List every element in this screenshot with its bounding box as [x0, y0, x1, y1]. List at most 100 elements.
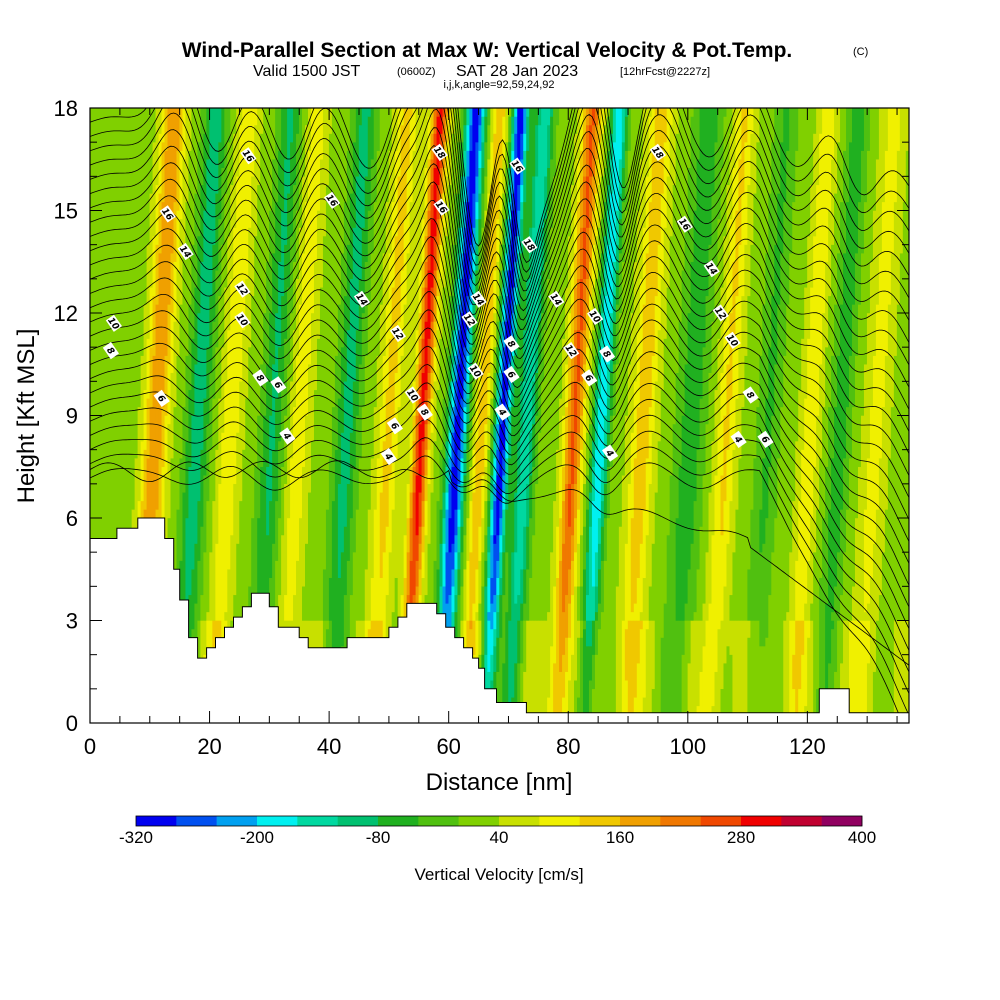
velocity-cell [197, 500, 201, 561]
colorbar-tick-label: 400 [848, 828, 876, 847]
velocity-cell [618, 218, 623, 254]
velocity-cell [373, 201, 378, 408]
velocity-cell [394, 108, 399, 151]
velocity-cell [284, 415, 288, 485]
velocity-cell [448, 517, 452, 553]
velocity-cell [281, 295, 285, 391]
velocity-cell [161, 141, 165, 203]
velocity-cell [857, 620, 862, 723]
velocity-cell [457, 193, 461, 228]
velocity-cell [831, 458, 835, 613]
velocity-cell [475, 176, 479, 203]
velocity-cell [905, 108, 909, 151]
velocity-cell [448, 184, 452, 297]
velocity-cell [493, 423, 497, 442]
velocity-cell [313, 389, 318, 621]
velocity-cell [203, 475, 207, 553]
velocity-cell [726, 645, 730, 723]
colorbar-swatch [781, 816, 822, 826]
velocity-cell [580, 620, 584, 638]
velocity-cell [427, 423, 431, 450]
velocity-cell [520, 663, 524, 723]
velocity-cell [284, 594, 288, 621]
velocity-cell [155, 304, 159, 510]
velocity-cell [577, 697, 581, 723]
velocity-cell [484, 500, 488, 536]
colorbar-swatch [821, 816, 863, 826]
velocity-cell [639, 159, 644, 280]
velocity-cell [352, 141, 357, 228]
velocity-cell [514, 551, 518, 604]
velocity-cell [759, 551, 763, 647]
velocity-cell [816, 509, 820, 690]
contour-label: 4 [601, 444, 619, 462]
velocity-cell [514, 492, 518, 553]
velocity-cell [523, 620, 527, 672]
velocity-cell [469, 372, 473, 399]
velocity-cell [352, 227, 357, 382]
velocity-cell [469, 500, 473, 553]
velocity-cell [149, 346, 153, 408]
velocity-cell [167, 423, 171, 519]
velocity-cell [843, 458, 847, 553]
velocity-cell [472, 620, 476, 655]
velocity-cell [720, 620, 724, 690]
velocity-cell [553, 663, 557, 723]
velocity-cell [293, 406, 297, 596]
velocity-cell [822, 108, 826, 314]
velocity-cell [490, 654, 494, 681]
velocity-cell [582, 569, 587, 621]
velocity-cell [756, 620, 760, 723]
colorbar-tick-label: 280 [727, 828, 755, 847]
velocity-cell [600, 466, 605, 502]
velocity-cell [702, 346, 706, 476]
velocity-cell [762, 304, 766, 459]
velocity-cell [451, 329, 455, 365]
velocity-cell [391, 423, 396, 510]
velocity-cell [391, 287, 396, 425]
velocity-cell [804, 108, 808, 288]
contour-label-box [586, 307, 604, 326]
contour-label-text: 6 [271, 380, 283, 391]
velocity-cell [487, 372, 491, 416]
velocity-cell [538, 364, 542, 433]
velocity-cell [439, 509, 443, 544]
velocity-cell [496, 449, 500, 476]
velocity-cell [337, 483, 342, 578]
velocity-cell [436, 270, 440, 297]
velocity-cell [810, 620, 814, 723]
velocity-cell [860, 415, 865, 621]
velocity-cell [367, 210, 372, 305]
velocity-cell [496, 321, 500, 348]
velocity-cell [355, 329, 360, 416]
velocity-cell [780, 141, 784, 254]
velocity-cell [594, 389, 599, 416]
velocity-cell [158, 108, 162, 134]
velocity-cell [361, 227, 366, 314]
velocity-cell [562, 415, 566, 467]
velocity-cell [481, 193, 485, 228]
velocity-cell [780, 253, 784, 408]
velocity-cell [893, 355, 898, 621]
velocity-cell [490, 475, 494, 493]
velocity-cell [532, 176, 536, 228]
velocity-cell [526, 620, 530, 723]
velocity-cell [122, 108, 127, 707]
velocity-cell [502, 108, 506, 117]
velocity-cell [759, 355, 763, 510]
contour-label-box [503, 365, 520, 384]
velocity-cell [406, 253, 411, 485]
velocity-cell [741, 193, 745, 297]
velocity-cell [403, 577, 408, 621]
velocity-cell [705, 551, 709, 621]
velocity-cell [798, 108, 802, 391]
velocity-cell [382, 355, 387, 442]
velocity-cell [571, 261, 575, 305]
velocity-cell [642, 304, 647, 510]
velocity-cell [349, 517, 354, 596]
velocity-cell [349, 278, 354, 433]
velocity-cell [591, 108, 596, 126]
velocity-cell [481, 475, 485, 519]
velocity-cell [334, 449, 339, 681]
velocity-cell [502, 551, 506, 596]
